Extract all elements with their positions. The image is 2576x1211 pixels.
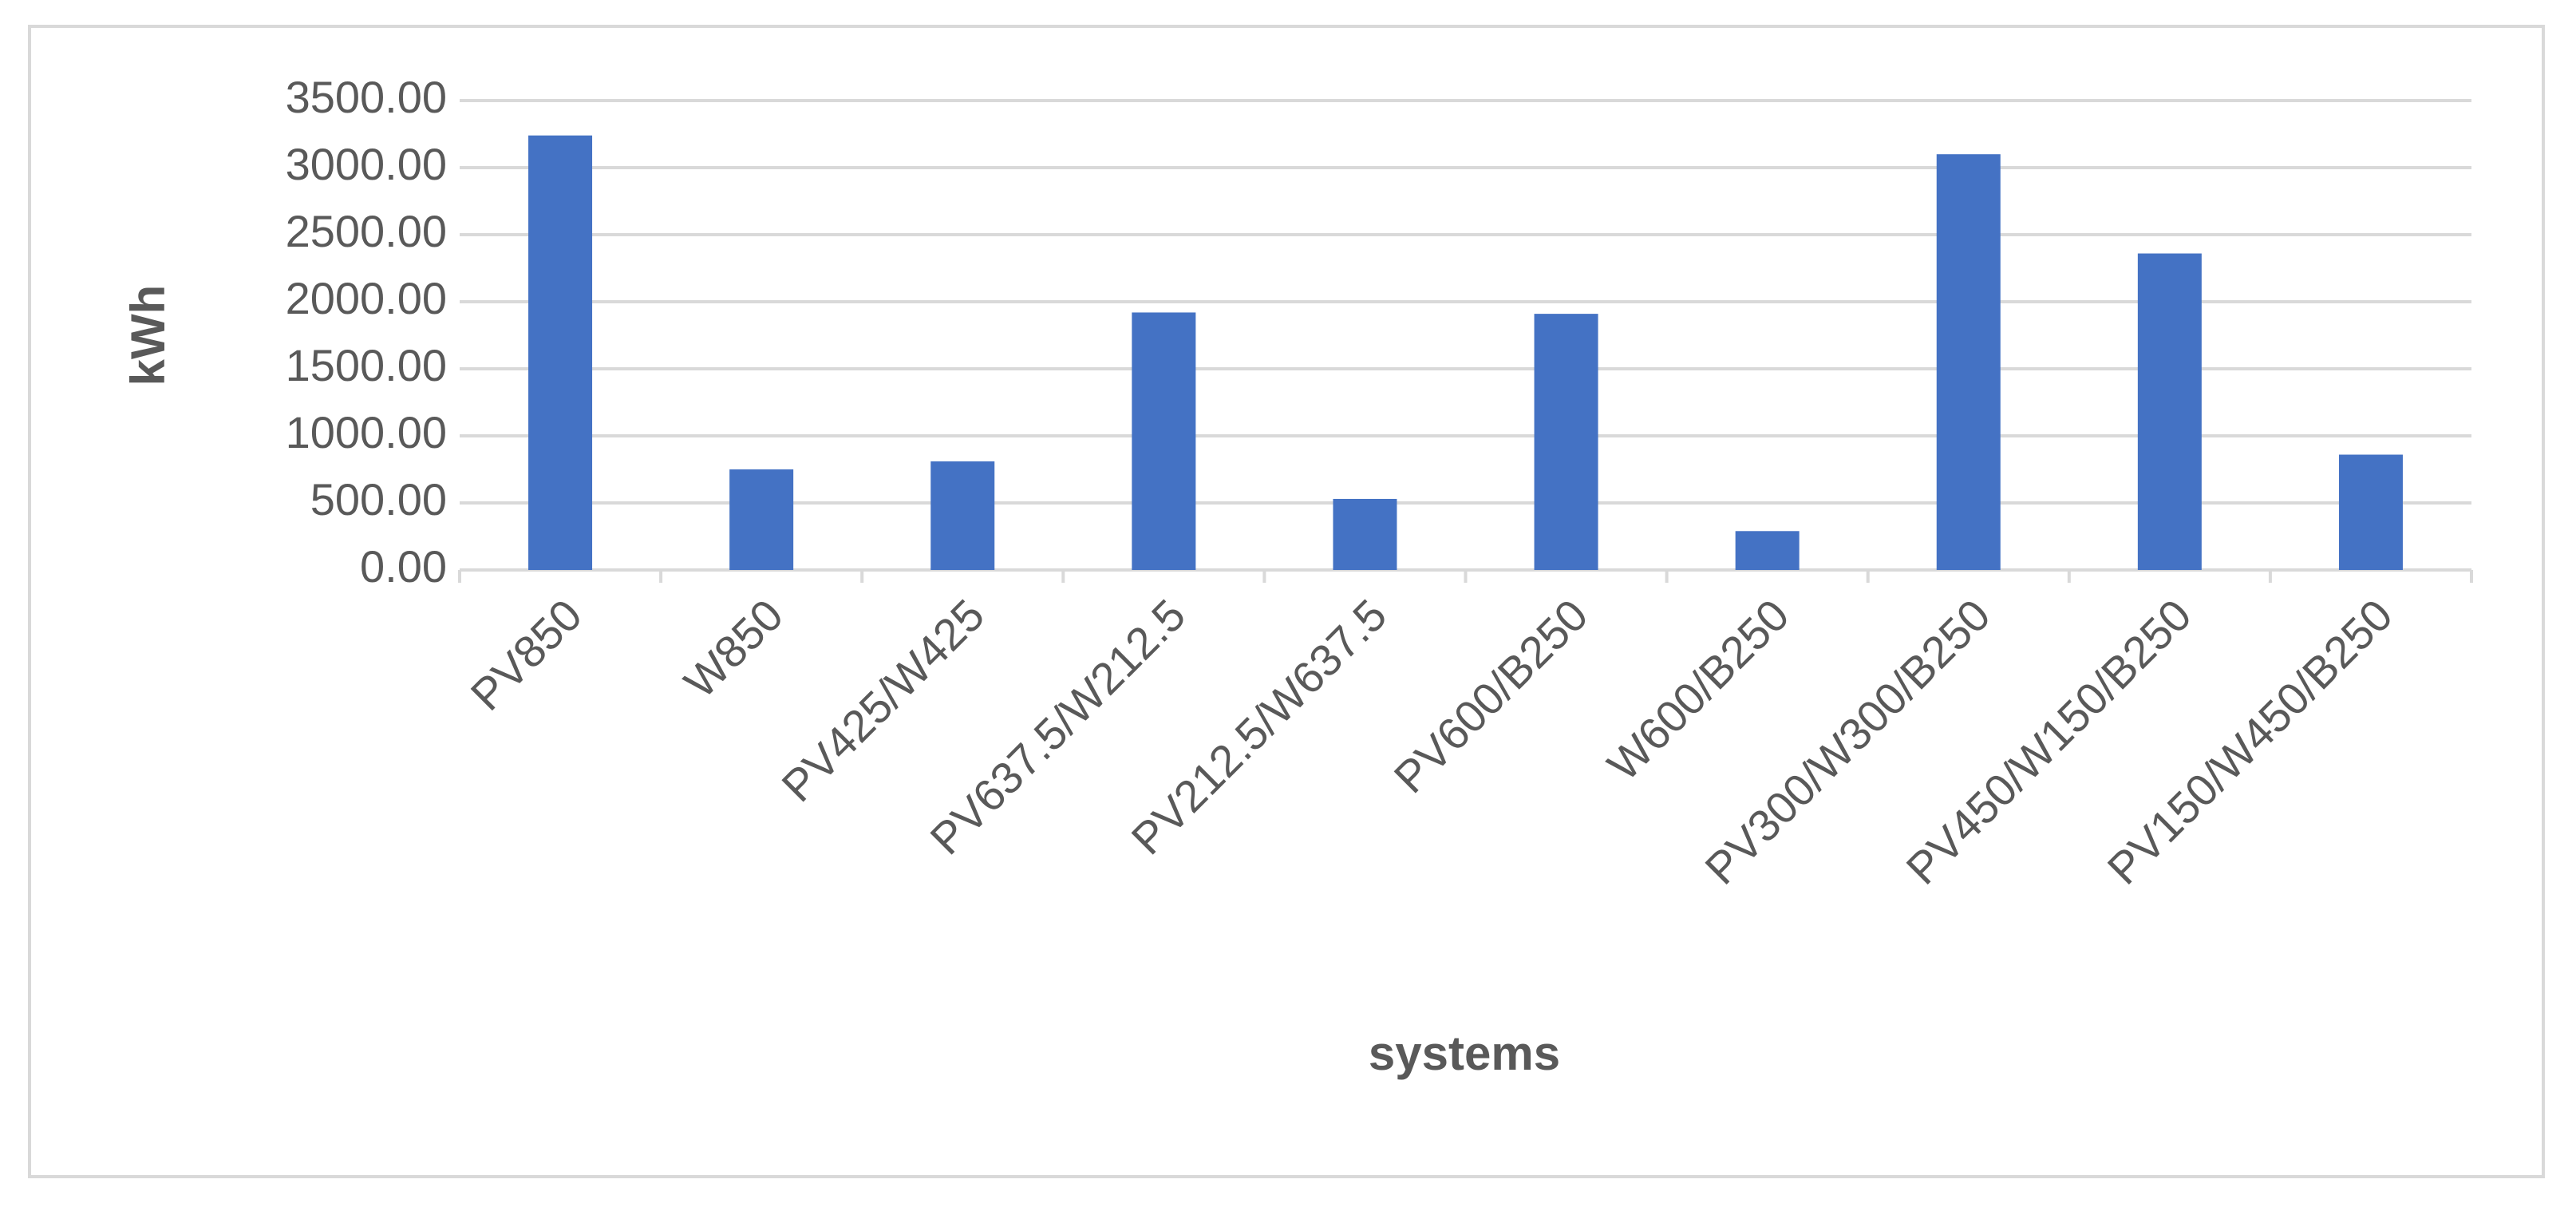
bar: [1132, 312, 1196, 570]
x-axis-title: systems: [1369, 1027, 1560, 1080]
y-tick-label: 1500.00: [286, 340, 447, 390]
y-tick-label: 0.00: [360, 541, 447, 592]
y-tick-label: 3500.00: [286, 72, 447, 122]
chart-border: [28, 25, 2545, 1178]
bar: [1735, 531, 1800, 570]
y-tick-label: 500.00: [310, 474, 447, 524]
bar: [729, 469, 794, 570]
bar: [930, 461, 995, 570]
y-tick-label: 2500.00: [286, 206, 447, 256]
y-axis-title: kWh: [121, 285, 175, 386]
y-tick-label: 1000.00: [286, 407, 447, 457]
y-tick-label: 2000.00: [286, 273, 447, 323]
bar: [2338, 454, 2403, 570]
bar: [1333, 498, 1397, 570]
bar: [1534, 314, 1598, 570]
y-tick-label: 3000.00: [286, 139, 447, 189]
bar: [528, 135, 593, 570]
bar: [1936, 154, 2001, 570]
bar: [2137, 253, 2202, 570]
